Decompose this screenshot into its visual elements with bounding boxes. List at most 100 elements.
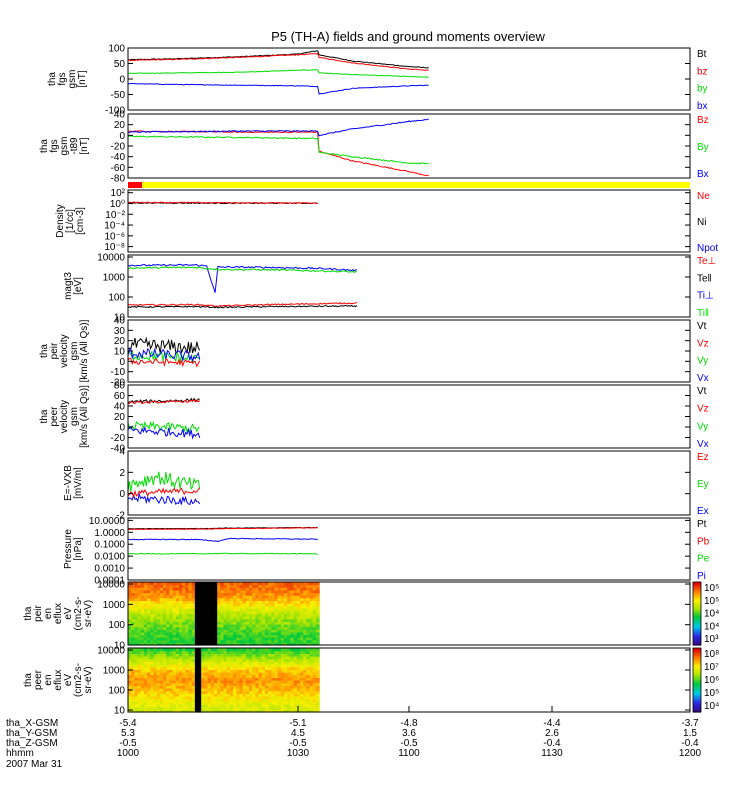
spectrogram-cell	[166, 608, 170, 612]
spectrogram-cell	[252, 618, 256, 622]
panel-label-line: [mV/m]	[73, 467, 84, 499]
spectrogram-cell	[134, 677, 139, 681]
spectrogram-cell	[207, 587, 212, 591]
spectrogram-cell	[268, 592, 272, 596]
colorbar-step	[693, 589, 701, 593]
spectrogram-cell	[274, 616, 279, 620]
spectrogram-cell	[284, 629, 288, 633]
spectrogram-cell	[229, 582, 234, 586]
spectrogram-cell	[172, 701, 177, 705]
spectrogram-cell	[140, 674, 145, 678]
spectrogram-cell	[229, 658, 234, 662]
legend-entry: Vx	[697, 439, 709, 450]
spectrogram-cell	[309, 642, 314, 646]
spectrogram-cell	[220, 661, 225, 665]
spectrogram-cell	[245, 693, 250, 697]
spectrogram-cell	[239, 685, 244, 689]
spectrogram-cell	[172, 592, 177, 596]
spectrogram-cell	[258, 698, 263, 702]
spectrogram-cell	[207, 666, 212, 670]
spectrogram-cell	[255, 674, 260, 678]
spectrogram-cell	[303, 672, 307, 676]
spectrogram-cell	[280, 639, 285, 643]
spectrogram-cell	[191, 631, 196, 636]
spectrogram-cell	[312, 621, 317, 625]
spectrogram-cell	[153, 704, 158, 708]
spectrogram-cell	[315, 582, 320, 586]
spectrogram-cell	[172, 637, 177, 641]
spectrogram-cell	[280, 658, 285, 662]
spectrogram-cell	[182, 631, 186, 636]
spectrogram-cell	[214, 642, 218, 646]
spectrogram-cell	[303, 661, 307, 665]
spectrogram-cell	[239, 592, 244, 596]
spectrogram-cell	[163, 656, 167, 660]
spectrogram-cell	[223, 650, 228, 654]
spectrogram-cell	[137, 682, 142, 686]
spectrogram-cell	[163, 624, 167, 628]
legend-entry: Pe	[697, 554, 710, 565]
spectrogram-cell	[150, 639, 155, 643]
spectrogram-cell	[236, 610, 241, 615]
spectrogram-cell	[300, 608, 304, 612]
spectrogram-cell	[255, 631, 260, 636]
spectrogram-cell	[315, 674, 320, 678]
spectrogram-peer_en_eflux	[128, 648, 320, 713]
spectrogram-cell	[223, 701, 228, 705]
spectrogram-cell	[229, 600, 234, 604]
spectrogram-cell	[140, 682, 145, 686]
spectrogram-cell	[140, 648, 145, 652]
spectrogram-cell	[128, 693, 132, 697]
spectrogram-cell	[217, 661, 221, 665]
spectrogram-cell	[245, 690, 250, 694]
spectrogram-cell	[214, 666, 218, 670]
colorbar-step	[693, 654, 701, 657]
spectrogram-cell	[156, 587, 161, 591]
spectrogram-cell	[217, 664, 221, 668]
spectrogram-cell	[303, 698, 307, 702]
axis-row-value: 4.5	[291, 728, 305, 739]
spectrogram-cell	[156, 610, 161, 615]
spectrogram-cell	[287, 658, 291, 662]
spectrogram-cell	[239, 608, 244, 612]
spectrogram-cell	[245, 666, 250, 670]
spectrogram-cell	[312, 682, 317, 686]
y-tick-label: 10000	[97, 580, 125, 591]
spectrogram-cell	[293, 658, 298, 662]
spectrogram-cell	[239, 688, 244, 692]
spectrogram-cell	[217, 589, 221, 594]
spectrogram-cell	[255, 639, 260, 643]
spectrogram-cell	[207, 592, 212, 596]
spectrogram-cell	[226, 608, 231, 612]
spectrogram-cell	[287, 629, 291, 633]
spectrogram-cell	[300, 650, 304, 654]
spectrogram-cell	[236, 680, 241, 684]
spectrogram-cell	[233, 706, 237, 710]
spectrogram-cell	[182, 696, 186, 700]
y-tick-label: 0	[119, 423, 125, 434]
panel-label-line: velocity	[59, 400, 70, 433]
spectrogram-cell	[220, 587, 225, 591]
spectrogram-cell	[194, 610, 199, 615]
spectrogram-cell	[300, 669, 304, 673]
spectrogram-cell	[274, 603, 279, 607]
spectrogram-cell	[242, 706, 247, 710]
spectrogram-cell	[284, 688, 288, 692]
spectrogram-cell	[249, 674, 253, 678]
spectrogram-cell	[249, 595, 253, 599]
spectrogram-cell	[226, 587, 231, 591]
spectrogram-cell	[194, 582, 199, 586]
spectrogram-cell	[239, 709, 244, 713]
spectrogram-cell	[201, 656, 205, 660]
spectrogram-cell	[277, 589, 282, 594]
spectrogram-cell	[128, 706, 132, 710]
spectrogram-cell	[194, 690, 199, 694]
spectrogram-cell	[201, 709, 205, 713]
spectrogram-cell	[268, 624, 272, 628]
spectrogram-cell	[172, 595, 177, 599]
spectrogram-cell	[210, 610, 215, 615]
spectrogram-cell	[128, 701, 132, 705]
spectrogram-cell	[264, 582, 269, 586]
spectrogram-cell	[271, 600, 276, 604]
